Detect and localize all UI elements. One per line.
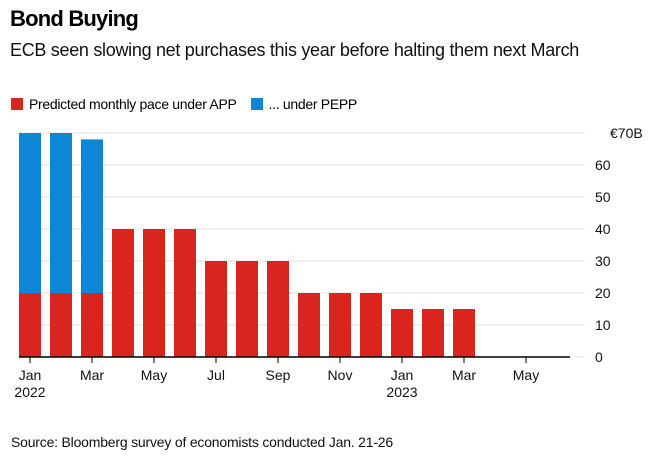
bar-app (422, 309, 444, 357)
bar-app (174, 229, 196, 357)
bar-app (360, 293, 382, 357)
bars (19, 133, 475, 357)
legend-swatch-app (11, 98, 23, 110)
x-tick-label: Jan (19, 367, 42, 383)
bar-app (81, 293, 103, 357)
bar-pepp (81, 139, 103, 293)
x-tick-year-label: 2022 (14, 384, 45, 400)
y-tick-label: 10 (595, 317, 611, 333)
x-tick-label: Jan (391, 367, 414, 383)
y-tick-label: 0 (595, 349, 603, 365)
legend-item-pepp: ... under PEPP (250, 96, 358, 112)
x-tick-label: May (513, 367, 539, 383)
y-tick-label: 30 (595, 253, 611, 269)
x-tick-label: Mar (452, 367, 476, 383)
x-tick-label: Mar (80, 367, 104, 383)
x-tick-label: Sep (266, 367, 291, 383)
x-tick-label: Nov (328, 367, 353, 383)
y-tick-label: 40 (595, 221, 611, 237)
legend: Predicted monthly pace under APP ... und… (11, 96, 371, 112)
bar-app (143, 229, 165, 357)
legend-label-app: Predicted monthly pace under APP (29, 96, 237, 112)
bar-pepp (50, 133, 72, 293)
chart-subtitle: ECB seen slowing net purchases this year… (10, 40, 580, 60)
legend-swatch-pepp (250, 98, 263, 110)
bar-app (236, 261, 258, 357)
y-tick-label: €70B (610, 125, 643, 141)
bar-app (267, 261, 289, 357)
legend-item-app: Predicted monthly pace under APP (11, 96, 237, 112)
x-tick-label: May (141, 367, 167, 383)
bar-app (112, 229, 134, 357)
bar-pepp (19, 133, 41, 293)
y-tick-label: 60 (595, 157, 611, 173)
bar-app (298, 293, 320, 357)
y-tick-label: 20 (595, 285, 611, 301)
bar-app (391, 309, 413, 357)
source-note: Source: Bloomberg survey of economists c… (11, 434, 393, 450)
y-axis-labels: 0 10 20 30 40 50 60 €70B (595, 125, 643, 365)
x-tick-year-label: 2023 (386, 384, 417, 400)
chart-title: Bond Buying (10, 6, 139, 31)
bar-app (329, 293, 351, 357)
y-tick-label: 50 (595, 189, 611, 205)
legend-label-pepp: ... under PEPP (268, 96, 358, 112)
bar-app (453, 309, 475, 357)
bar-app (50, 293, 72, 357)
x-tick-label: Jul (207, 367, 225, 383)
bar-app (19, 293, 41, 357)
bar-app (205, 261, 227, 357)
